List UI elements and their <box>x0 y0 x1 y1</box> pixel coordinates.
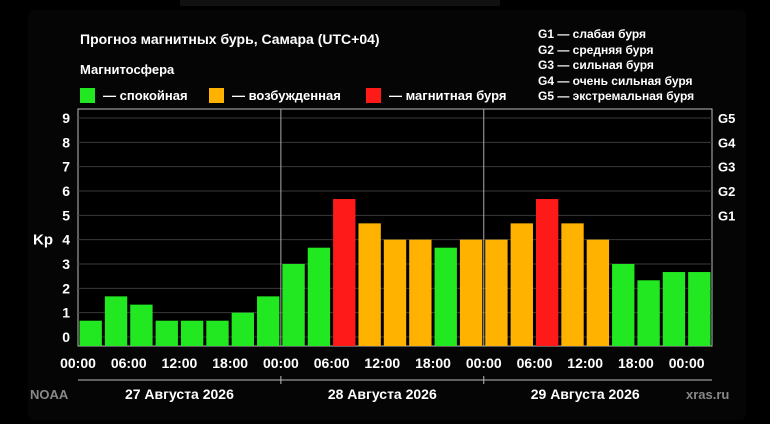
y-tick-label: 1 <box>62 305 70 321</box>
y-tick-label: 3 <box>62 256 70 272</box>
kp-bar <box>307 247 331 346</box>
kp-bar <box>282 264 305 346</box>
y-tick-label: 0 <box>62 329 70 345</box>
kp-bar <box>586 239 610 346</box>
y-tick-label: 5 <box>62 207 70 223</box>
kp-bar <box>231 312 255 346</box>
legend-heading: Магнитосфера <box>80 62 175 77</box>
x-tick-label: 00:00 <box>466 355 502 371</box>
day-label: 29 Августа 2026 <box>531 386 640 402</box>
g-scale-label: G1 <box>718 208 735 223</box>
storm-scale-item: G2 — средняя буря <box>538 42 654 57</box>
x-tick-label: 06:00 <box>111 355 147 371</box>
x-tick-label: 12:00 <box>162 355 198 371</box>
storm-scale-item: G5 — экстремальная буря <box>538 89 695 103</box>
legend-swatch-quiet <box>80 87 95 103</box>
kp-bar <box>155 320 178 346</box>
kp-bar <box>459 239 483 346</box>
y-axis-label: Kp <box>33 232 53 249</box>
x-tick-label: 18:00 <box>415 355 451 371</box>
x-tick-label: 12:00 <box>567 355 603 371</box>
legend-item-quiet: — спокойная <box>80 87 188 103</box>
g-scale-label: G3 <box>718 160 735 175</box>
legend-label-quiet: — спокойная <box>103 87 188 103</box>
x-tick-label: 06:00 <box>314 355 350 371</box>
g-scale-label: G4 <box>718 135 736 150</box>
kp-bar <box>257 296 280 346</box>
y-tick-label: 8 <box>62 134 70 150</box>
kp-bar <box>637 280 660 346</box>
x-tick-label: 00:00 <box>60 355 96 371</box>
kp-bar <box>485 239 508 346</box>
legend-swatch-excited <box>209 87 224 103</box>
storm-scale-list: G1 — слабая буря G2 — средняя буря G3 — … <box>538 27 694 105</box>
kp-bar <box>358 223 381 346</box>
legend-item-excited: — возбужденная <box>209 87 341 103</box>
y-tick-label: 6 <box>62 183 70 199</box>
kp-bar <box>383 239 407 346</box>
x-tick-label: 18:00 <box>212 355 248 371</box>
kp-bar <box>206 320 229 346</box>
storm-scale-item: G3 — сильная буря <box>538 58 654 72</box>
x-tick-label: 12:00 <box>364 355 400 371</box>
kp-bar <box>510 223 533 346</box>
x-tick-label: 06:00 <box>517 355 553 371</box>
kp-bar <box>688 272 711 346</box>
legend-item-storm: — магнитная буря <box>366 87 506 103</box>
x-tick-label: 18:00 <box>618 355 654 371</box>
kp-bar <box>612 264 635 346</box>
kp-bar <box>180 320 204 346</box>
cropped-header-strip <box>180 0 500 6</box>
site-label: xras.ru <box>686 387 730 402</box>
y-tick-label: 7 <box>62 159 70 175</box>
kp-bar <box>434 247 457 346</box>
x-tick-label: 00:00 <box>669 355 705 371</box>
kp-bar <box>79 320 102 346</box>
kp-bar <box>130 304 153 346</box>
day-label: 28 Августа 2026 <box>328 386 437 402</box>
source-label: NOAA <box>30 387 69 402</box>
chart-title: Прогноз магнитных бурь, Самара (UTC+04) <box>80 31 380 47</box>
kp-bar <box>333 199 356 346</box>
kp-bar <box>104 296 128 346</box>
y-tick-label: 4 <box>62 232 70 248</box>
x-tick-label: 00:00 <box>263 355 299 371</box>
kp-bar <box>409 239 432 346</box>
g-scale-label: G2 <box>718 184 735 199</box>
day-label: 27 Августа 2026 <box>125 386 234 402</box>
storm-scale-item: G4 — очень сильная буря <box>538 73 693 88</box>
legend-label-excited: — возбужденная <box>232 87 341 103</box>
y-tick-label: 9 <box>62 110 70 126</box>
storm-scale-item: G1 — слабая буря <box>538 27 647 41</box>
kp-bar <box>535 199 559 346</box>
g-scale-label: G5 <box>718 111 735 126</box>
legend-swatch-storm <box>366 87 381 103</box>
legend-label-storm: — магнитная буря <box>389 87 507 103</box>
y-tick-label: 2 <box>62 280 70 296</box>
kp-bar <box>561 223 584 346</box>
kp-bar <box>662 272 686 346</box>
